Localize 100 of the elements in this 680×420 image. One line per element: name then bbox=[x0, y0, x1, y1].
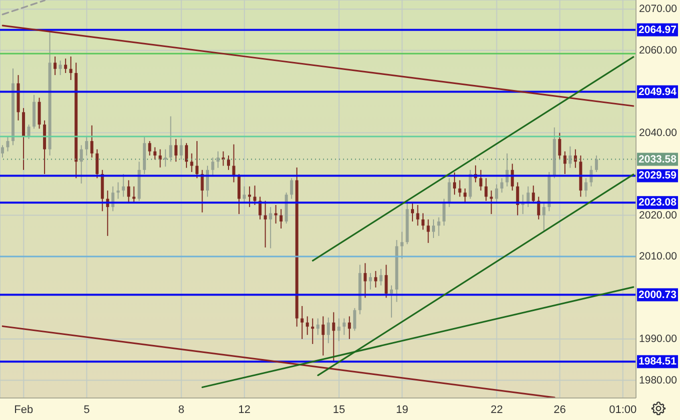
candlestick bbox=[542, 202, 546, 232]
candlestick bbox=[174, 138, 178, 162]
candlestick bbox=[322, 316, 325, 356]
candlestick bbox=[594, 154, 598, 172]
ref-line-label: 2049.94 bbox=[638, 86, 677, 98]
ref-line-label: 2064.97 bbox=[638, 24, 677, 36]
candlestick bbox=[326, 317, 330, 344]
candlestick bbox=[410, 202, 414, 222]
candlestick bbox=[400, 231, 404, 260]
y-tick-label: 2070.00 bbox=[639, 3, 678, 16]
candlestick bbox=[6, 136, 10, 152]
candlestick bbox=[80, 144, 83, 184]
candlestick bbox=[180, 138, 183, 160]
candlestick bbox=[184, 142, 188, 168]
candlestick bbox=[58, 60, 62, 76]
candlestick bbox=[342, 318, 346, 336]
candlestick bbox=[206, 165, 209, 198]
candlestick bbox=[216, 150, 220, 168]
candlestick bbox=[227, 154, 230, 170]
x-tick-label: 22 bbox=[490, 404, 503, 416]
candlestick bbox=[264, 200, 267, 248]
ref-line-label: 1984.51 bbox=[638, 356, 677, 368]
x-tick-label: 01:00 bbox=[609, 404, 637, 416]
candlestick bbox=[348, 316, 351, 340]
candlestick bbox=[311, 318, 314, 344]
candlestick bbox=[416, 204, 420, 226]
candlestick bbox=[563, 150, 566, 175]
candlestick bbox=[316, 318, 320, 336]
candlestick bbox=[584, 178, 588, 198]
ref-line-label: 2029.59 bbox=[638, 170, 677, 182]
candlestick bbox=[38, 97, 41, 130]
candlestick bbox=[479, 169, 482, 192]
x-tick-label: 15 bbox=[332, 404, 346, 416]
candlestick bbox=[368, 272, 372, 290]
candlestick bbox=[190, 152, 194, 172]
candlestick bbox=[253, 185, 256, 206]
candlestick bbox=[306, 316, 309, 336]
candlestick bbox=[453, 172, 456, 196]
ref-line-label: 2023.08 bbox=[638, 196, 677, 209]
candlestick bbox=[484, 178, 488, 202]
candlestick bbox=[148, 140, 152, 156]
ref-line-label: 2033.58 bbox=[638, 153, 677, 166]
ref-line-label: 2000.73 bbox=[638, 288, 677, 301]
candlestick bbox=[468, 169, 472, 200]
candlestick bbox=[211, 157, 214, 177]
candlestick bbox=[153, 146, 156, 160]
candlestick bbox=[85, 136, 88, 156]
candlestick bbox=[364, 262, 367, 298]
candlestick bbox=[558, 132, 562, 160]
x-tick-label: 26 bbox=[554, 404, 566, 416]
candlestick bbox=[90, 124, 94, 158]
candlestick bbox=[274, 204, 278, 224]
candlestick bbox=[464, 188, 467, 204]
candlestick bbox=[164, 148, 167, 168]
candlestick bbox=[432, 218, 436, 238]
y-tick-label: 2020.00 bbox=[639, 209, 678, 222]
candlestick bbox=[353, 308, 356, 332]
candlestick bbox=[169, 116, 172, 162]
candlestick bbox=[458, 180, 462, 198]
candlestick bbox=[127, 180, 130, 204]
candlestick bbox=[290, 178, 294, 200]
y-tick-label: 2060.00 bbox=[639, 44, 678, 56]
x-tick-label: 19 bbox=[396, 404, 408, 416]
candlestick bbox=[1, 144, 4, 158]
candlestick bbox=[332, 312, 336, 362]
y-tick-label: 1990.00 bbox=[639, 333, 678, 346]
candlestick bbox=[195, 140, 198, 179]
candlestick bbox=[532, 185, 535, 204]
x-tick-label: 8 bbox=[178, 404, 184, 416]
candlestick bbox=[64, 58, 68, 74]
candlestick bbox=[495, 184, 498, 204]
candlestick bbox=[242, 186, 246, 204]
candlestick bbox=[116, 182, 120, 200]
candlestick bbox=[448, 178, 451, 208]
x-tick-label: 12 bbox=[238, 404, 251, 416]
candlestick bbox=[374, 270, 378, 288]
candlestick bbox=[500, 178, 504, 194]
candlestick bbox=[379, 268, 382, 286]
candlestick bbox=[69, 56, 72, 81]
candlestick bbox=[426, 218, 430, 244]
candlestick bbox=[248, 186, 252, 208]
y-tick-label: 1980.00 bbox=[639, 374, 678, 386]
x-tick-label: Feb bbox=[14, 404, 34, 416]
candlestick bbox=[122, 174, 125, 198]
candlestick bbox=[27, 124, 30, 140]
candlestick bbox=[132, 186, 136, 204]
y-tick-label: 2040.00 bbox=[639, 126, 678, 139]
candlestick bbox=[442, 198, 446, 226]
candlestick bbox=[490, 190, 493, 215]
candlestick bbox=[238, 174, 241, 215]
candlestick bbox=[158, 148, 162, 168]
x-tick-label: 5 bbox=[84, 404, 90, 416]
candlestick bbox=[96, 148, 99, 179]
candlestick bbox=[568, 146, 572, 168]
candlestick bbox=[280, 208, 283, 229]
candlestick bbox=[437, 216, 440, 236]
candlestick bbox=[269, 206, 272, 249]
candlestick bbox=[300, 306, 304, 340]
y-tick-label: 2010.00 bbox=[639, 250, 678, 263]
candlestick bbox=[384, 264, 388, 298]
